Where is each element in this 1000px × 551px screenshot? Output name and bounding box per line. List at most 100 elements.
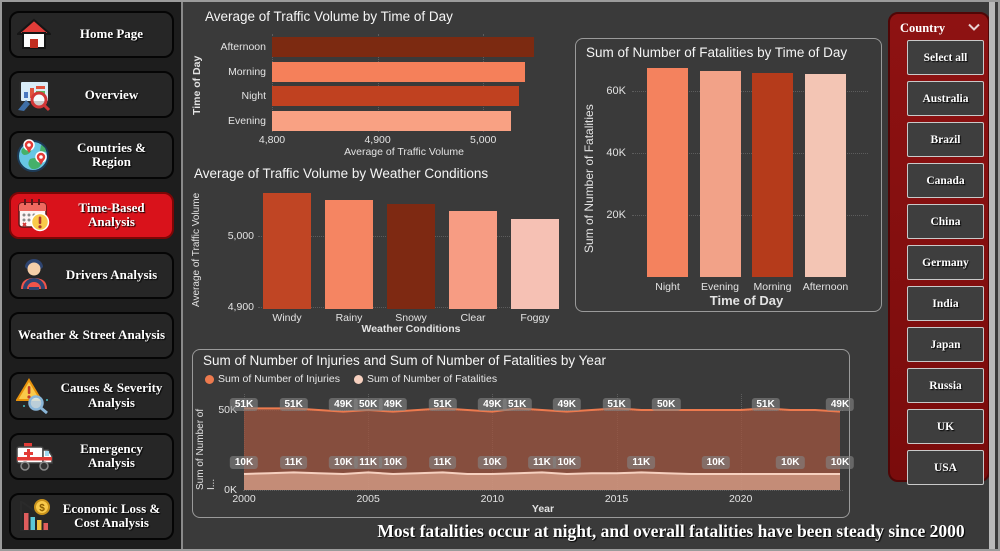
y-tick-label: 4,900 bbox=[227, 300, 254, 313]
slicer-item-germany[interactable]: Germany bbox=[907, 245, 984, 280]
bar-morning[interactable] bbox=[752, 73, 793, 277]
data-label: 49K bbox=[378, 398, 408, 411]
bar-afternoon[interactable] bbox=[805, 74, 846, 277]
area-fatalities[interactable] bbox=[244, 472, 840, 490]
slicer-item-brazil[interactable]: Brazil bbox=[907, 122, 984, 157]
data-label: 50K bbox=[353, 398, 383, 411]
slicer-item-select-all[interactable]: Select all bbox=[907, 40, 984, 75]
slicer-item-japan[interactable]: Japan bbox=[907, 327, 984, 362]
sidebar-item-time-based-analysis[interactable]: Time-Based Analysis bbox=[9, 191, 174, 239]
bar-snowy[interactable] bbox=[387, 203, 435, 309]
data-label: 49K bbox=[329, 398, 358, 411]
globe-icon bbox=[11, 137, 57, 173]
slicer-item-australia[interactable]: Australia bbox=[907, 81, 984, 116]
data-label: 49K bbox=[552, 398, 582, 411]
sidebar-item-drivers-analysis[interactable]: Drivers Analysis bbox=[9, 251, 174, 300]
y-tick-label: 5,000 bbox=[227, 229, 254, 242]
data-label: 10K bbox=[552, 456, 582, 469]
slicer-item-canada[interactable]: Canada bbox=[907, 163, 984, 198]
data-label: 49K bbox=[825, 398, 855, 411]
slicer-item-india[interactable]: India bbox=[907, 286, 984, 321]
chart-fatalities-by-time-of-day: Sum of Number of Fatalities by Time of D… bbox=[575, 38, 882, 312]
bar-clear[interactable] bbox=[449, 210, 497, 309]
x-tick-label: 2015 bbox=[604, 493, 629, 505]
gridline bbox=[272, 34, 273, 132]
category-label: Evening bbox=[228, 114, 266, 127]
bar-afternoon[interactable] bbox=[272, 37, 534, 57]
data-label: 10K bbox=[478, 456, 507, 469]
legend-dot-icon bbox=[353, 374, 363, 384]
data-label: 10K bbox=[701, 456, 731, 469]
x-axis-title: Year bbox=[531, 503, 555, 515]
bar-night[interactable] bbox=[272, 86, 520, 106]
legend-label: Sum of Number of Injuries bbox=[218, 373, 340, 385]
slicer-item-china[interactable]: China bbox=[907, 204, 984, 239]
driver-icon bbox=[11, 257, 57, 293]
x-tick-label: 5,000 bbox=[470, 134, 497, 146]
data-label: 10K bbox=[825, 456, 855, 469]
data-label: 51K bbox=[502, 398, 532, 411]
sidebar-item-label: Emergency Analysis bbox=[80, 440, 143, 471]
line-injuries bbox=[244, 407, 841, 413]
chart-title: Average of Traffic Volume by Weather Con… bbox=[194, 166, 489, 181]
bar-evening[interactable] bbox=[699, 71, 741, 277]
x-tick-label: 4,900 bbox=[364, 134, 391, 146]
slicer-item-russia[interactable]: Russia bbox=[907, 368, 984, 403]
bar-foggy[interactable] bbox=[511, 218, 559, 309]
x-tick-label: 2005 bbox=[356, 493, 380, 505]
slicer-item-uk[interactable]: UK bbox=[907, 409, 984, 444]
legend-entry[interactable]: Sum of Number of Injuries bbox=[205, 373, 340, 385]
data-label: 10K bbox=[776, 456, 805, 469]
line-fatalities bbox=[243, 471, 840, 476]
y-axis-title: Average of Traffic Volume bbox=[191, 192, 202, 307]
bar-evening[interactable] bbox=[272, 110, 511, 131]
sidebar-item-causes-severity-analysis[interactable]: Causes & Severity Analysis bbox=[9, 372, 174, 420]
page-edge-strip bbox=[989, 2, 995, 549]
sidebar-item-emergency-analysis[interactable]: Emergency Analysis bbox=[9, 432, 174, 480]
sidebar-item-label: Countries & Region bbox=[77, 139, 146, 170]
x-axis-title: Time of Day bbox=[709, 293, 784, 308]
chart-traffic-by-weather: Average of Traffic Volume by Weather Con… bbox=[188, 162, 574, 349]
category-label: Evening bbox=[701, 281, 739, 293]
chevron-down-icon[interactable] bbox=[968, 23, 980, 31]
bar-windy[interactable] bbox=[263, 193, 311, 309]
area-plot[interactable] bbox=[243, 394, 843, 491]
legend-entry[interactable]: Sum of Number of Fatalities bbox=[353, 373, 497, 385]
bar-rainy[interactable] bbox=[325, 199, 373, 309]
category-label: Night bbox=[655, 281, 680, 293]
area-injuries[interactable] bbox=[244, 408, 840, 490]
country-slicer: Country Select all Australia Brazil Canada C… bbox=[888, 12, 990, 485]
sidebar: Home Page Overview Countries & Region Time-… bbox=[2, 2, 183, 549]
sidebar-item-label: Time-Based Analysis bbox=[78, 199, 145, 230]
sidebar-item-weather-street-analysis[interactable]: Weather & Street Analysis bbox=[9, 312, 174, 360]
gridline bbox=[632, 153, 868, 154]
gridline bbox=[632, 215, 868, 216]
x-tick-label: 4,800 bbox=[258, 134, 286, 146]
slicer-item-usa[interactable]: USA bbox=[907, 450, 984, 485]
sidebar-item-label: Causes & Severity Analysis bbox=[60, 380, 163, 410]
sidebar-item-economic-loss-cost-analysis[interactable]: $ Economic Loss & Cost Analysis bbox=[9, 492, 174, 540]
sidebar-item-label: Drivers Analysis bbox=[65, 267, 158, 283]
y-tick-label: 0K bbox=[224, 484, 237, 496]
gridline bbox=[483, 34, 485, 132]
data-label: 50K bbox=[651, 398, 681, 411]
chart-title: Sum of Number of Fatalities by Time of D… bbox=[586, 45, 848, 60]
bar-night[interactable] bbox=[647, 67, 688, 277]
sidebar-item-countries-region[interactable]: Countries & Region bbox=[9, 131, 174, 179]
data-label: 11K bbox=[627, 456, 656, 469]
economic-icon: $ bbox=[11, 498, 57, 534]
sidebar-item-label: Weather & Street Analysis bbox=[17, 327, 166, 343]
x-axis-title: Weather Conditions bbox=[361, 323, 461, 335]
slicer-list: Select all Australia Brazil Canada China Germ… bbox=[907, 40, 984, 491]
bar-morning[interactable] bbox=[272, 61, 526, 82]
slicer-header: Country bbox=[900, 21, 946, 35]
chart-title: Average of Traffic Volume by Time of Day bbox=[205, 9, 453, 24]
data-label: 49K bbox=[478, 398, 507, 411]
sidebar-item-label: Overview bbox=[84, 86, 139, 102]
x-tick-label: 2020 bbox=[728, 493, 753, 505]
category-label: Snowy bbox=[395, 312, 427, 324]
y-axis-title: Sum of Number of Fatalities bbox=[582, 104, 596, 254]
sidebar-item-home-page[interactable]: Home Page bbox=[9, 11, 174, 59]
sidebar-item-overview[interactable]: Overview bbox=[9, 71, 174, 119]
